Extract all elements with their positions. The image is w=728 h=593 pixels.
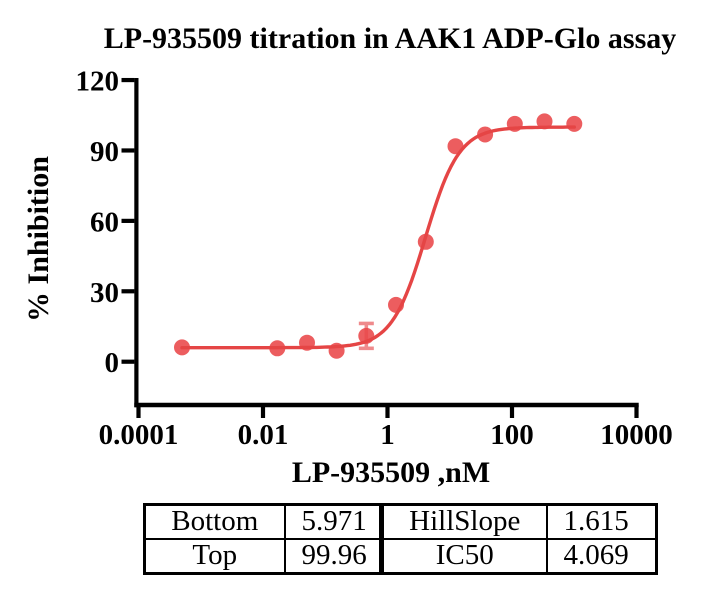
fit-param-bottom-value: 5.971 [283,503,383,540]
data-point [536,113,553,130]
fit-results-table: Bottom 5.971 HillSlope 1.615 Top 99.96 I… [143,503,658,575]
fit-param-hillslope-value: 1.615 [545,503,658,540]
x-tick-label: 1 [380,419,395,451]
x-axis-label: LP-935509 ,nM [291,456,491,489]
fit-param-ic50-label: IC50 [379,538,548,575]
fit-param-top-value: 99.96 [283,538,383,575]
data-point [566,115,583,132]
chart-title: LP-935509 titration in AAK1 ADP-Glo assa… [103,22,677,55]
fit-param-hillslope-label: HillSlope [379,503,548,540]
fit-param-bottom-label: Bottom [143,503,286,540]
y-tick-label: 90 [90,136,119,168]
fit-param-ic50-value: 4.069 [545,538,658,575]
fit-curve [180,125,576,350]
y-tick-label: 120 [76,66,120,98]
fit-table-row: Top 99.96 IC50 4.069 [143,538,658,575]
fit-table-row: Bottom 5.971 HillSlope 1.615 [143,503,658,540]
x-tick-label: 0.0001 [99,419,179,451]
dose-response-plot: 0 30 60 90 120 0.0001 0.01 1 100 10000 [76,66,673,451]
x-tick-label: 0.01 [238,419,289,451]
x-tick-label: 100 [490,419,534,451]
y-tick-label: 0 [105,347,120,379]
y-tick-label: 30 [90,277,119,309]
y-tick-label: 60 [90,206,119,238]
x-tick-label: 10000 [600,419,673,451]
fit-param-top-label: Top [143,538,286,575]
